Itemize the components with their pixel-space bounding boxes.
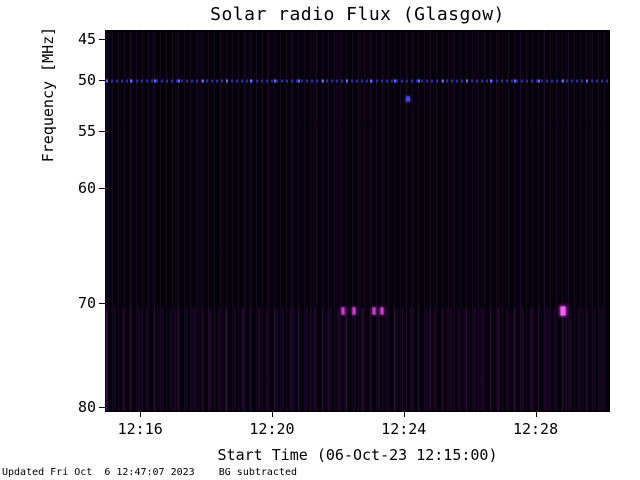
magenta-burst-mark — [372, 307, 376, 315]
y-tick-label: 50 — [77, 71, 96, 90]
magenta-burst-mark — [352, 307, 356, 315]
y-tick-mark — [99, 38, 105, 40]
y-axis-label: Frequency [MHz] — [39, 26, 57, 163]
x-tick-mark — [271, 411, 273, 417]
y-tick-mark — [99, 188, 105, 190]
y-tick-mark — [99, 80, 105, 82]
blue-data-point — [405, 96, 410, 102]
spectrogram-background-texture — [106, 31, 609, 411]
x-tick-mark — [140, 411, 142, 417]
y-tick-label: 45 — [77, 29, 96, 48]
footer-status-line: Updated Fri Oct 6 12:47:07 2023 BG subtr… — [2, 467, 297, 478]
bg-subtracted-note: BG subtracted — [218, 467, 298, 478]
y-tick-label: 55 — [77, 122, 96, 141]
footer-gap — [195, 467, 219, 478]
magenta-burst-mark — [380, 307, 384, 315]
low-frequency-band-texture — [106, 308, 609, 411]
y-tick-mark — [99, 303, 105, 305]
y-tick-mark — [99, 131, 105, 133]
x-tick-label: 12:16 — [117, 420, 163, 438]
x-tick-label: 12:20 — [249, 420, 295, 438]
updated-timestamp: Updated Fri Oct 6 12:47:07 2023 — [2, 467, 195, 478]
x-tick-label: 12:28 — [512, 420, 559, 438]
y-tick-label: 80 — [77, 398, 96, 417]
plot-area: 45 50 55 60 70 80 12:16 12:20 12:24 12:28 — [78, 30, 610, 438]
y-tick-label: 60 — [77, 179, 96, 198]
y-tick-mark — [99, 407, 105, 409]
x-tick-mark — [403, 411, 405, 417]
y-tick-label: 70 — [77, 294, 96, 313]
x-tick-label: 12:24 — [381, 420, 427, 438]
magenta-burst-mark — [560, 306, 566, 316]
x-axis-label: Start Time (06-Oct-23 12:15:00) — [217, 446, 498, 464]
x-tick-mark — [535, 411, 537, 417]
chart-title: Solar radio Flux (Glasgow) — [210, 4, 505, 25]
rfi-interference-line — [106, 79, 609, 83]
magenta-burst-mark — [341, 307, 345, 315]
